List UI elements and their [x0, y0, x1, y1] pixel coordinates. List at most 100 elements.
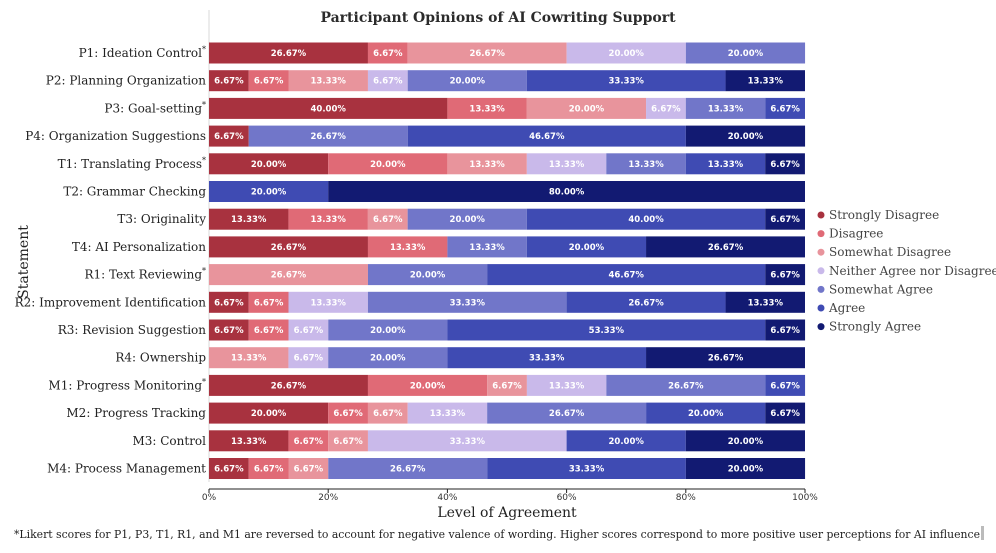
segment-value-label: 20.00% — [569, 243, 605, 253]
bar-segment — [248, 458, 289, 479]
segment-value-label: 46.67% — [609, 271, 645, 281]
y-tick-label: P2: Planning Organization — [46, 74, 206, 88]
bar-segment — [526, 236, 647, 258]
segment-value-label: 26.67% — [708, 354, 744, 364]
x-tick-label: 60% — [557, 493, 577, 503]
segment-value-label: 20.00% — [450, 215, 486, 225]
bar-segment — [209, 291, 249, 313]
segment-value-label: 6.67% — [492, 381, 522, 391]
bar-segment — [487, 264, 766, 286]
x-tick-label: 0% — [202, 493, 217, 503]
bar-segment — [725, 291, 805, 313]
legend-entry: Disagree — [829, 227, 883, 241]
y-tick-label: R2: Improvement Identification — [15, 295, 207, 309]
bar-segment — [487, 402, 647, 424]
segment-value-label: 53.33% — [589, 326, 625, 336]
bar-segment — [328, 153, 448, 175]
bar-segment — [765, 374, 806, 396]
bar-segment — [685, 153, 766, 175]
segment-value-label: 26.67% — [469, 49, 505, 59]
y-tick-label: T3: Originality — [117, 212, 206, 226]
segment-value-label: 20.00% — [728, 437, 764, 447]
bar-segment — [685, 42, 806, 64]
bar-segment — [367, 208, 408, 230]
segment-value-label: 13.33% — [311, 77, 347, 87]
segment-value-label: 40.00% — [628, 215, 664, 225]
segment-value-label: 6.67% — [294, 326, 324, 336]
segment-value-label: 6.67% — [373, 77, 403, 87]
bar-segment — [288, 70, 368, 92]
segment-value-label: 20.00% — [251, 409, 287, 419]
bar-segment — [209, 347, 289, 369]
y-tick-label: T1: Translating Process* — [58, 156, 206, 171]
bar-segment — [447, 319, 766, 341]
segment-value-label: 6.67% — [254, 326, 284, 336]
segment-value-label: 6.67% — [214, 77, 244, 87]
bar-segment — [646, 347, 805, 369]
legend-swatch — [817, 323, 825, 331]
y-tick-label: T4: AI Personalization — [72, 240, 206, 254]
segment-value-label: 13.33% — [469, 104, 505, 114]
bar-segment — [209, 236, 368, 258]
segment-value-label: 20.00% — [370, 354, 406, 364]
legend-swatch — [817, 211, 825, 219]
bar-segment — [765, 97, 805, 119]
segment-value-label: 13.33% — [311, 298, 347, 308]
segment-value-label: 33.33% — [569, 465, 605, 475]
legend-entry: Strongly Agree — [829, 320, 921, 334]
bar-segment — [765, 208, 805, 230]
asterisk-marker: * — [202, 100, 206, 109]
segment-value-label: 20.00% — [688, 409, 724, 419]
bar-segment — [685, 430, 805, 452]
segment-value-label: 20.00% — [370, 326, 406, 336]
bar-segment — [646, 236, 805, 258]
y-tick-label: M2: Progress Tracking — [66, 406, 206, 420]
bar-segment — [566, 291, 726, 313]
bar-segment — [487, 374, 527, 396]
legend-entry: Strongly Disagree — [829, 208, 939, 222]
segment-value-label: 13.33% — [469, 160, 505, 170]
segment-value-label: 20.00% — [251, 160, 287, 170]
segment-value-label: 20.00% — [608, 437, 644, 447]
bars-layer: 26.67% 6.67% 26.67% 20.00% 20.00% 6.67% 6.67% 1… — [209, 42, 806, 479]
bar-segment — [288, 458, 329, 479]
bar-segment — [447, 236, 527, 258]
segment-value-label: 13.33% — [708, 104, 744, 114]
segment-value-label: 20.00% — [251, 188, 287, 198]
y-tick-label: T2: Grammar Checking — [63, 185, 206, 199]
legend-swatch — [817, 285, 825, 293]
bar-segment — [209, 208, 289, 230]
bar-segment — [367, 374, 488, 396]
bar-segment — [407, 42, 567, 64]
bar-segment — [566, 42, 686, 64]
asterisk-marker: * — [202, 156, 206, 165]
bar-segment — [487, 458, 686, 479]
y-tick-label: M1: Progress Monitoring* — [48, 377, 206, 392]
bar-segment — [765, 402, 806, 424]
y-tick-label: P3: Goal-setting* — [104, 100, 206, 115]
asterisk-marker: * — [202, 45, 206, 54]
segment-value-label: 6.67% — [294, 354, 324, 364]
x-tick-label: 40% — [437, 493, 457, 503]
bar-segment — [447, 97, 527, 119]
bar-segment — [367, 430, 567, 452]
segment-value-label: 6.67% — [294, 465, 324, 475]
segment-value-label: 20.00% — [370, 160, 406, 170]
y-category-labels: P1: Ideation Control* P2: Planning Organi… — [15, 45, 207, 476]
y-tick-label: R1: Text Reviewing* — [85, 267, 206, 282]
bar-segment — [407, 70, 527, 92]
bar-segment — [765, 264, 806, 286]
legend-entry: Somewhat Disagree — [829, 245, 951, 259]
segment-value-label: 13.33% — [708, 160, 744, 170]
bar-segment — [209, 374, 368, 396]
segment-value-label: 26.67% — [708, 243, 744, 253]
bar-segment — [447, 347, 647, 369]
bar-segment — [288, 291, 368, 313]
bar-segment — [209, 97, 448, 119]
y-tick-label: M3: Control — [132, 434, 206, 448]
footnote-end-mark — [981, 526, 984, 540]
bar-segment — [407, 208, 527, 230]
legend-entry: Agree — [828, 301, 865, 315]
bar-segment — [288, 208, 368, 230]
